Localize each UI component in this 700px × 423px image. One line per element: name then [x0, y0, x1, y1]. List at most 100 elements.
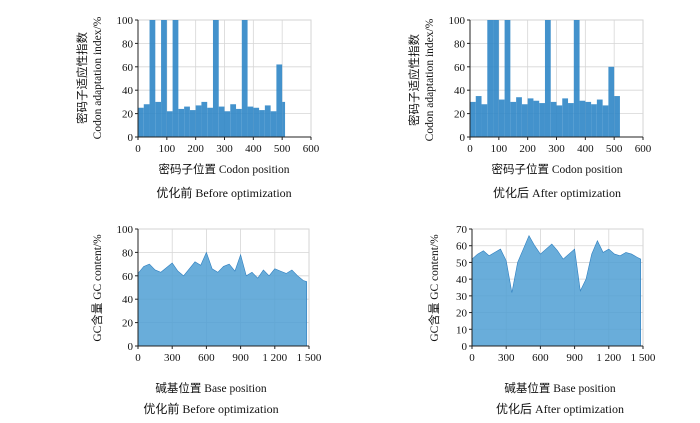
- axes: [135, 19, 312, 140]
- y-axis-label-line2: Codon adaptation index/%: [92, 16, 104, 139]
- y-tick-label: 10: [456, 324, 468, 336]
- cai-bar: [602, 105, 609, 137]
- cai-bar: [247, 106, 254, 137]
- axes: [135, 228, 310, 349]
- y-tick-label: 0: [128, 341, 134, 353]
- axes: [467, 19, 644, 140]
- x-tick-label: 100: [491, 143, 508, 155]
- cai-bar: [230, 104, 237, 137]
- cai-bar: [155, 101, 162, 137]
- x-tick-label: 0: [135, 352, 141, 364]
- cai-bar: [608, 66, 615, 137]
- cai-bar: [533, 100, 540, 137]
- cai-bar: [253, 107, 260, 137]
- panel-caption: 优化后 After optimization: [496, 402, 624, 416]
- x-tick-labels: 0 300 600 900 1 200 1 500: [469, 352, 656, 364]
- cai-bar: [189, 110, 196, 137]
- cai-bar: [276, 64, 283, 137]
- cai-bar: [591, 104, 597, 137]
- y-tick-label: 30: [456, 291, 468, 303]
- y-tick-label: 80: [122, 247, 134, 259]
- panel-caption: 优化后 After optimization: [493, 186, 621, 200]
- y-tick-label: 20: [122, 109, 134, 121]
- y-axis-label-line1: 密码子适应性指数: [407, 34, 421, 126]
- gc-area-fill: [137, 251, 308, 347]
- cai-bar: [143, 104, 150, 137]
- x-tick-labels: 0 300 600 900 1 200 1 500: [135, 352, 322, 364]
- cai-bar: [614, 96, 620, 137]
- y-tick-label: 0: [128, 132, 134, 144]
- cai-bar: [195, 105, 202, 137]
- cai-bar: [282, 101, 286, 137]
- x-axis-label: 密码子位置 Codon position: [492, 162, 623, 176]
- y-tick-label: 0: [462, 341, 468, 353]
- cai-bar: [201, 101, 208, 137]
- x-tick-label: 200: [187, 143, 204, 155]
- x-axis-label: 密码子位置 Codon position: [159, 162, 290, 176]
- cai-bar: [550, 101, 557, 137]
- cai-bar: [207, 107, 213, 137]
- cai-bar: [172, 20, 179, 137]
- panel-caption: 优化前 Before optimization: [143, 401, 278, 416]
- y-tick-label: 40: [456, 274, 468, 286]
- x-tick-label: 0: [135, 143, 141, 155]
- x-tick-label: 600: [198, 352, 215, 364]
- cai-bar: [498, 99, 505, 137]
- axes: [469, 228, 644, 349]
- cai-bar: [166, 111, 173, 137]
- cai-bar: [585, 101, 592, 137]
- cai-bar: [510, 101, 517, 137]
- y-tick-label: 60: [456, 241, 468, 253]
- x-tick-label: 500: [606, 143, 623, 155]
- y-tick-label: 100: [117, 224, 134, 236]
- x-tick-label: 1 200: [262, 352, 287, 364]
- x-tick-label: 0: [467, 143, 473, 155]
- x-tick-label: 600: [635, 143, 652, 155]
- cai-bar: [259, 110, 265, 137]
- cai-bar: [264, 105, 271, 137]
- cai-bar: [218, 106, 225, 137]
- cai-bars: [138, 20, 286, 137]
- y-tick-label: 100: [117, 15, 134, 27]
- cai-bar: [270, 111, 277, 137]
- x-axis-label: 碱基位置 Base position: [155, 381, 266, 395]
- y-tick-labels: 0 20 40 60 80 100: [449, 15, 466, 144]
- cai-bar: [236, 108, 242, 137]
- cai-bar: [516, 97, 522, 137]
- y-tick-label: 20: [122, 318, 134, 330]
- cai-bar: [504, 20, 511, 137]
- cai-bar: [539, 103, 545, 137]
- panel-caption: 优化前 Before optimization: [156, 185, 291, 200]
- y-tick-label: 0: [460, 132, 466, 144]
- y-tick-label: 80: [454, 38, 466, 50]
- cai-bar: [596, 99, 603, 137]
- x-tick-label: 1 200: [596, 352, 621, 364]
- chart-panel-gc-after: 0 300 600 900 1 200 1 500 0 10 20 30 40 50 60 70 碱基位…: [427, 224, 656, 416]
- x-tick-label: 400: [577, 143, 594, 155]
- y-tick-labels: 0 20 40 60 80 100: [117, 224, 134, 353]
- y-axis-label: GC含量 GC content/%: [427, 234, 441, 342]
- x-tick-label: 300: [498, 352, 515, 364]
- y-tick-label: 60: [122, 271, 134, 283]
- gc-area-fill: [471, 235, 642, 347]
- y-tick-labels: 0 20 40 60 80 100: [117, 15, 134, 144]
- cai-bar: [521, 104, 528, 137]
- x-tick-label: 1 500: [297, 352, 322, 364]
- x-tick-label: 600: [532, 352, 549, 364]
- x-tick-label: 900: [566, 352, 583, 364]
- cai-bar: [470, 101, 476, 137]
- cai-bar: [475, 96, 482, 137]
- cai-bars: [470, 20, 620, 137]
- cai-bar: [138, 107, 144, 137]
- cai-bar: [493, 20, 499, 137]
- y-tick-label: 60: [122, 62, 134, 74]
- x-tick-label: 0: [469, 352, 475, 364]
- cai-bar: [487, 20, 494, 137]
- cai-bar: [568, 103, 574, 137]
- cai-bar: [527, 98, 534, 137]
- cai-bar: [212, 20, 219, 137]
- x-tick-labels: 0 100 200 300 400 500 600: [135, 143, 320, 155]
- x-tick-label: 600: [303, 143, 320, 155]
- cai-bar: [544, 20, 551, 137]
